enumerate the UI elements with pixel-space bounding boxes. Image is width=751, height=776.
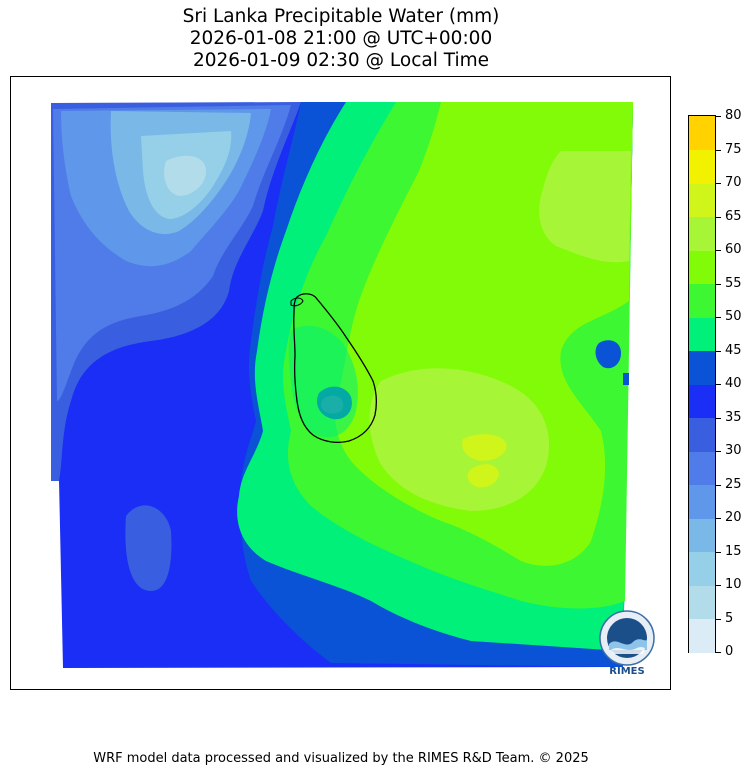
colorbar-tick: [716, 183, 721, 184]
colorbar-tick-label: 25: [725, 477, 742, 492]
colorbar-cell: [689, 183, 715, 217]
colorbar-tick-label: 35: [725, 410, 742, 425]
title-utc-time: 2026-01-08 21:00 @ UTC+00:00: [189, 28, 493, 49]
colorbar-tick: [716, 284, 721, 285]
colorbar-tick-label: 10: [725, 577, 742, 592]
colorbar-tick: [716, 552, 721, 553]
contour-30-35-southwest: [125, 505, 172, 591]
colorbar-tick: [716, 451, 721, 452]
colorbar-tick-label: 70: [725, 175, 742, 190]
colorbar-cell: [689, 451, 715, 485]
colorbar-cell: [689, 618, 715, 653]
colorbar: [688, 115, 716, 653]
footer-credit: WRF model data processed and visualized …: [93, 751, 589, 766]
colorbar-tick-label: 20: [725, 510, 742, 525]
sri-lanka-coastline: [293, 293, 377, 443]
contour-40-45-east-edge: [623, 373, 629, 385]
colorbar-tick: [716, 585, 721, 586]
colorbar-cell: [689, 317, 715, 351]
title-variable: Sri Lanka Precipitable Water (mm): [182, 6, 500, 27]
colorbar-tick: [716, 418, 721, 419]
map-title: Sri Lanka Precipitable Water (mm) 2026-0…: [0, 6, 682, 72]
colorbar-tick: [716, 485, 721, 486]
colorbar-cell: [689, 417, 715, 452]
colorbar-tick-label: 45: [725, 343, 742, 358]
colorbar-tick-label: 75: [725, 142, 742, 157]
colorbar-cell: [689, 283, 715, 318]
contour-60-65-center: [369, 368, 550, 511]
colorbar-tick: [716, 116, 721, 117]
contour-60-65: [539, 151, 631, 263]
colorbar-cell: [689, 384, 715, 418]
colorbar-tick: [716, 150, 721, 151]
contour-65-70-b: [467, 464, 499, 488]
colorbar-tick-label: 65: [725, 209, 742, 224]
contour-45-50-island: [288, 325, 358, 438]
colorbar-cell: [689, 551, 715, 586]
colorbar-tick: [716, 217, 721, 218]
colorbar-tick-label: 60: [725, 242, 742, 257]
colorbar-tick-label: 40: [725, 376, 742, 391]
colorbar-tick: [716, 652, 721, 653]
contour-5-10: [164, 155, 206, 196]
colorbar-cell: [689, 216, 715, 251]
colorbar-tick: [716, 384, 721, 385]
colorbar-tick: [716, 619, 721, 620]
colorbar-tick-label: 50: [725, 309, 742, 324]
contour-65-70: [462, 434, 507, 461]
colorbar-cell: [689, 350, 715, 385]
colorbar-tick-label: 5: [725, 611, 734, 626]
colorbar-cell: [689, 149, 715, 184]
title-local-time: 2026-01-09 02:30 @ Local Time: [192, 50, 490, 71]
colorbar-tick: [716, 317, 721, 318]
jaffna-peninsula: [290, 297, 304, 307]
contour-40-45-east: [595, 340, 621, 369]
rimes-logo-text: RIMES: [609, 666, 645, 677]
colorbar-tick-label: 0: [725, 644, 734, 659]
colorbar-cell: [689, 518, 715, 552]
colorbar-tick-label: 55: [725, 276, 742, 291]
colorbar-tick: [716, 250, 721, 251]
colorbar-cell: [689, 484, 715, 519]
map-frame: [10, 76, 671, 690]
colorbar-tick-label: 80: [725, 108, 742, 123]
precipitable-water-map: [51, 102, 634, 668]
colorbar-cell: [689, 116, 715, 150]
colorbar-tick: [716, 518, 721, 519]
colorbar-cell: [689, 585, 715, 619]
colorbar-tick-label: 15: [725, 544, 742, 559]
colorbar-tick-label: 30: [725, 443, 742, 458]
rimes-emblem-icon: [599, 610, 655, 666]
colorbar-cell: [689, 250, 715, 284]
rimes-logo: RIMES: [597, 610, 657, 677]
colorbar-tick: [716, 351, 721, 352]
